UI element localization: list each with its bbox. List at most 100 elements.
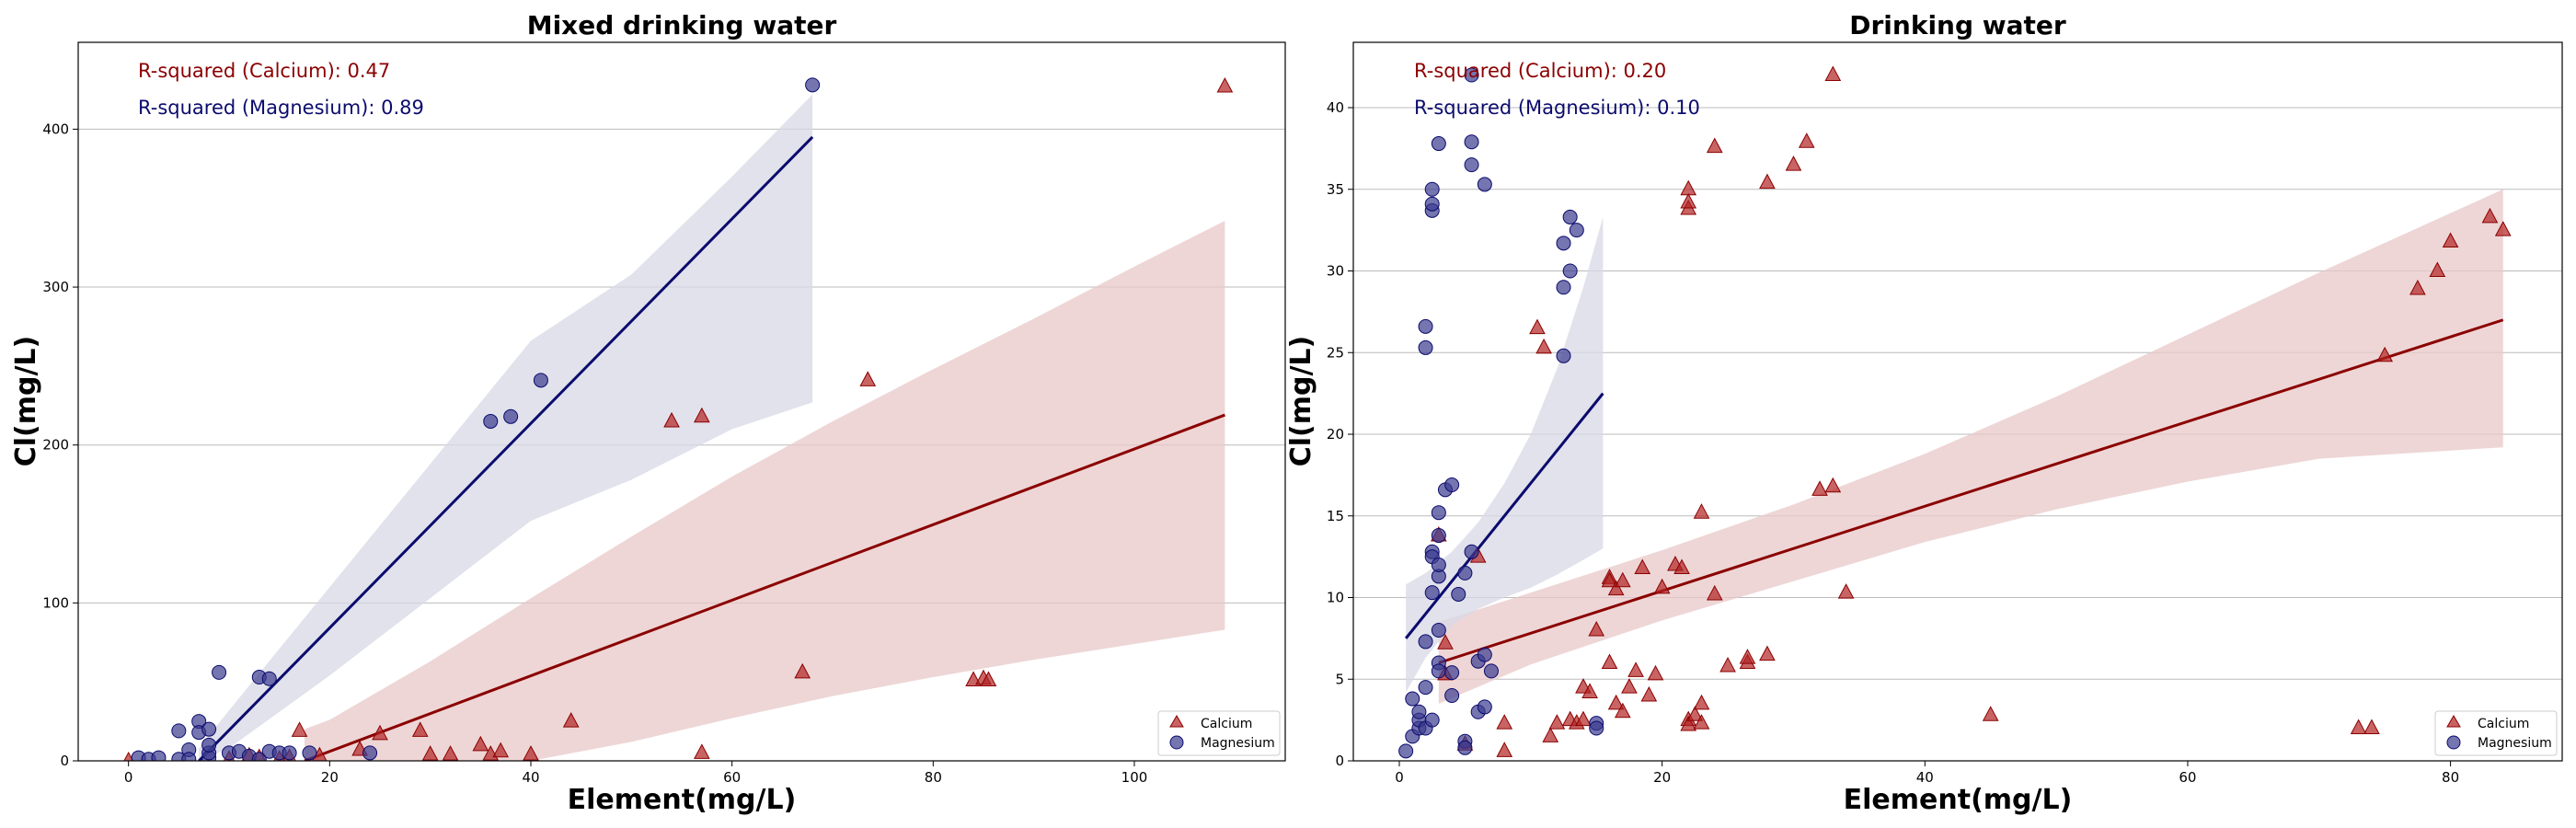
x-tick-label: 20	[321, 769, 339, 786]
plot-frame	[1352, 41, 2563, 762]
magnesium-point	[1444, 665, 1460, 681]
magnesium-point	[362, 745, 378, 761]
calcium-point	[1739, 649, 1756, 664]
calcium-point	[472, 735, 489, 752]
magnesium-point	[1477, 699, 1492, 715]
y-tick-label: 25	[1327, 344, 1344, 361]
calcium-point	[1811, 480, 1828, 496]
magnesium-point	[1464, 134, 1479, 150]
magnesium-point	[201, 737, 217, 753]
magnesium-point	[1424, 585, 1440, 601]
calcium-point	[291, 721, 308, 737]
calcium-point	[2363, 719, 2380, 734]
magnesium-point	[1569, 223, 1584, 238]
magnesium-point	[1444, 477, 1460, 493]
calcium-point	[1785, 155, 1802, 171]
magnesium-point	[302, 745, 317, 761]
calcium-point	[1542, 727, 1559, 742]
magnesium-point	[1444, 688, 1460, 703]
legend-box	[2434, 710, 2558, 756]
data-points	[1398, 65, 2512, 759]
magnesium-point	[1457, 740, 1473, 755]
calcium-point	[1588, 620, 1605, 637]
y-tick-label: 20	[1327, 426, 1344, 443]
legend-calcium: Calcium	[1201, 717, 1252, 731]
calcium-point	[562, 712, 580, 728]
calcium-confidence-band	[1438, 189, 2503, 704]
calcium-point	[1535, 338, 1552, 354]
calcium-point	[1496, 714, 1513, 730]
r-squared-magnesium: R-squared (Magnesium): 0.89	[138, 97, 424, 119]
calcium-point	[411, 721, 429, 737]
magnesium-point	[1418, 318, 1433, 334]
magnesium-confidence-band	[199, 94, 813, 761]
calcium-point	[1680, 715, 1697, 731]
magnesium-point	[1464, 67, 1479, 83]
magnesium-point	[181, 752, 197, 761]
x-tick-label: 80	[2442, 769, 2459, 786]
x-tick-label: 0	[1395, 769, 1404, 786]
calcium-point	[1601, 571, 1618, 588]
magnesium-regression-line	[1404, 392, 1604, 639]
magnesium-point	[1477, 647, 1492, 662]
legend-circle-marker	[1169, 735, 1184, 750]
magnesium-point	[1562, 263, 1578, 279]
calcium-point	[1647, 664, 1664, 681]
magnesium-point	[1483, 663, 1499, 679]
magnesium-point	[1556, 348, 1571, 363]
axis-ticks: 0 100 200 300 400 0 20 40 60 80 100	[42, 121, 1147, 786]
magnesium-point	[1562, 209, 1578, 224]
x-tick-label: 60	[723, 769, 741, 786]
legend-circle-marker	[2446, 735, 2461, 750]
calcium-point	[1798, 132, 1815, 148]
magnesium-point	[1431, 623, 1446, 638]
calcium-confidence-band	[305, 220, 1225, 761]
r-squared-calcium: R-squared (Calcium): 0.20	[1414, 60, 1666, 82]
calcium-point	[1216, 76, 1234, 93]
magnesium-point	[1424, 712, 1440, 728]
magnesium-point	[1418, 680, 1433, 696]
calcium-point	[1693, 714, 1710, 730]
y-axis-label: Cl(mg/L)	[10, 336, 42, 467]
calcium-point	[794, 662, 811, 679]
legend-triangle-marker	[2446, 715, 2461, 728]
magnesium-point	[1589, 720, 1604, 736]
y-axis-label: Cl(mg/L)	[1285, 336, 1317, 467]
legend-magnesium: Magnesium	[2478, 736, 2552, 751]
calcium-point	[859, 371, 877, 386]
y-tick-label: 300	[42, 279, 69, 295]
x-tick-label: 100	[1121, 769, 1148, 786]
calcium-point	[694, 407, 710, 423]
magnesium-point	[1464, 544, 1479, 559]
calcium-point	[1759, 173, 1776, 190]
magnesium-point	[1418, 634, 1433, 650]
calcium-point	[663, 411, 680, 428]
calcium-point	[1575, 710, 1592, 727]
calcium-point	[1759, 645, 1776, 661]
calcium-point	[523, 745, 539, 761]
magnesium-regression-line	[198, 135, 814, 761]
calcium-point	[2481, 207, 2499, 224]
data-points	[123, 76, 1234, 761]
calcium-point	[1680, 192, 1697, 209]
magnesium-point	[1431, 528, 1446, 544]
calcium-point	[1686, 706, 1704, 721]
x-axis-label: Element(mg/L)	[568, 784, 797, 816]
calcium-point	[1680, 179, 1697, 196]
calcium-point	[1529, 318, 1546, 335]
regression-lines	[198, 135, 1225, 761]
calcium-point	[1824, 477, 1842, 493]
calcium-point	[1706, 584, 1723, 601]
magnesium-point	[282, 745, 297, 761]
calcium-point	[1548, 714, 1566, 730]
calcium-point	[2442, 232, 2459, 248]
panel-mixed-drinking-water: 0 100 200 300 400 0 20 40 60 80 100 Mixed drinking…	[10, 10, 1286, 816]
r-squared-calcium: R-squared (Calcium): 0.47	[138, 60, 390, 82]
magnesium-point	[1556, 236, 1571, 251]
legend-box	[1157, 710, 1281, 756]
legend: Calcium Magnesium	[1157, 710, 1281, 756]
x-tick-label: 40	[522, 769, 539, 786]
x-tick-label: 40	[1916, 769, 1934, 786]
confidence-bands	[199, 94, 1225, 761]
calcium-point	[442, 745, 459, 761]
